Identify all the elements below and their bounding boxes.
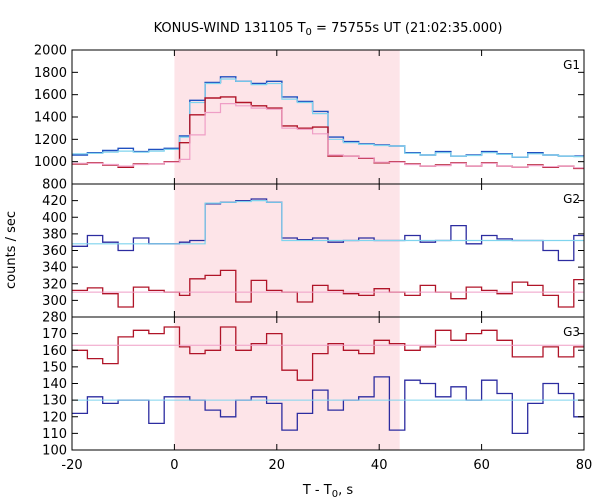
burst-interval-shade [174,50,400,450]
panels-layer: 800100012001400160018002000G128030032034… [34,44,592,474]
y-tick-label: 2000 [34,44,67,59]
series-line-g2-1 [72,200,584,245]
panel-label: G1 [563,58,580,72]
y-tick-label: 360 [42,244,67,259]
y-tick-label: 1600 [34,88,67,103]
y-tick-label: 150 [42,360,67,375]
y-tick-label: 110 [42,427,67,442]
panel-label: G3 [563,325,580,339]
series-line-g1-3 [72,103,584,169]
y-axis-title: counts / sec [4,211,19,289]
x-tick-label: 60 [473,458,490,473]
x-tick-label: 40 [371,458,388,473]
y-tick-label: 130 [42,394,67,409]
y-tick-label: 420 [42,194,67,209]
x-tick-label: -20 [61,458,82,473]
y-tick-label: 340 [42,261,67,276]
y-tick-label: 140 [42,377,67,392]
series-line-g3-2 [72,376,584,435]
y-tick-label: 1200 [34,133,67,148]
y-tick-label: 320 [42,277,67,292]
x-tick-label: 20 [269,458,286,473]
y-tick-label: 1400 [34,111,67,126]
y-tick-label: 1800 [34,66,67,81]
chart-title-subscript: 0 [306,27,312,38]
chart-title-tail: = 75755s UT (21:02:35.000) [312,21,502,36]
y-tick-label: 300 [42,294,67,309]
y-tick-label: 170 [42,327,67,342]
y-tick-label: 100 [42,444,67,459]
y-tick-label: 400 [42,211,67,226]
x-tick-label: 0 [170,458,178,473]
chart-title: KONUS-WIND 131105 T0 = 75755s UT (21:02:… [154,21,503,38]
x-axis-title: T - T0, s [302,483,353,500]
y-tick-label: 120 [42,410,67,425]
x-tick-label: 80 [576,458,593,473]
x-axis-title-tail: , s [338,483,353,498]
y-tick-label: 800 [42,178,67,193]
y-tick-label: 1000 [34,155,67,170]
panel-label: G2 [563,192,580,206]
y-tick-label: 160 [42,344,67,359]
series-line-g2-2 [72,269,584,308]
x-axis-title-subscript: 0 [332,489,338,500]
chart-title-main: KONUS-WIND 131105 T [154,21,306,36]
x-axis-title-main: T - T [302,483,332,498]
y-tick-label: 380 [42,227,67,242]
series-line-g3-0 [72,326,584,381]
y-tick-label: 280 [42,311,67,326]
